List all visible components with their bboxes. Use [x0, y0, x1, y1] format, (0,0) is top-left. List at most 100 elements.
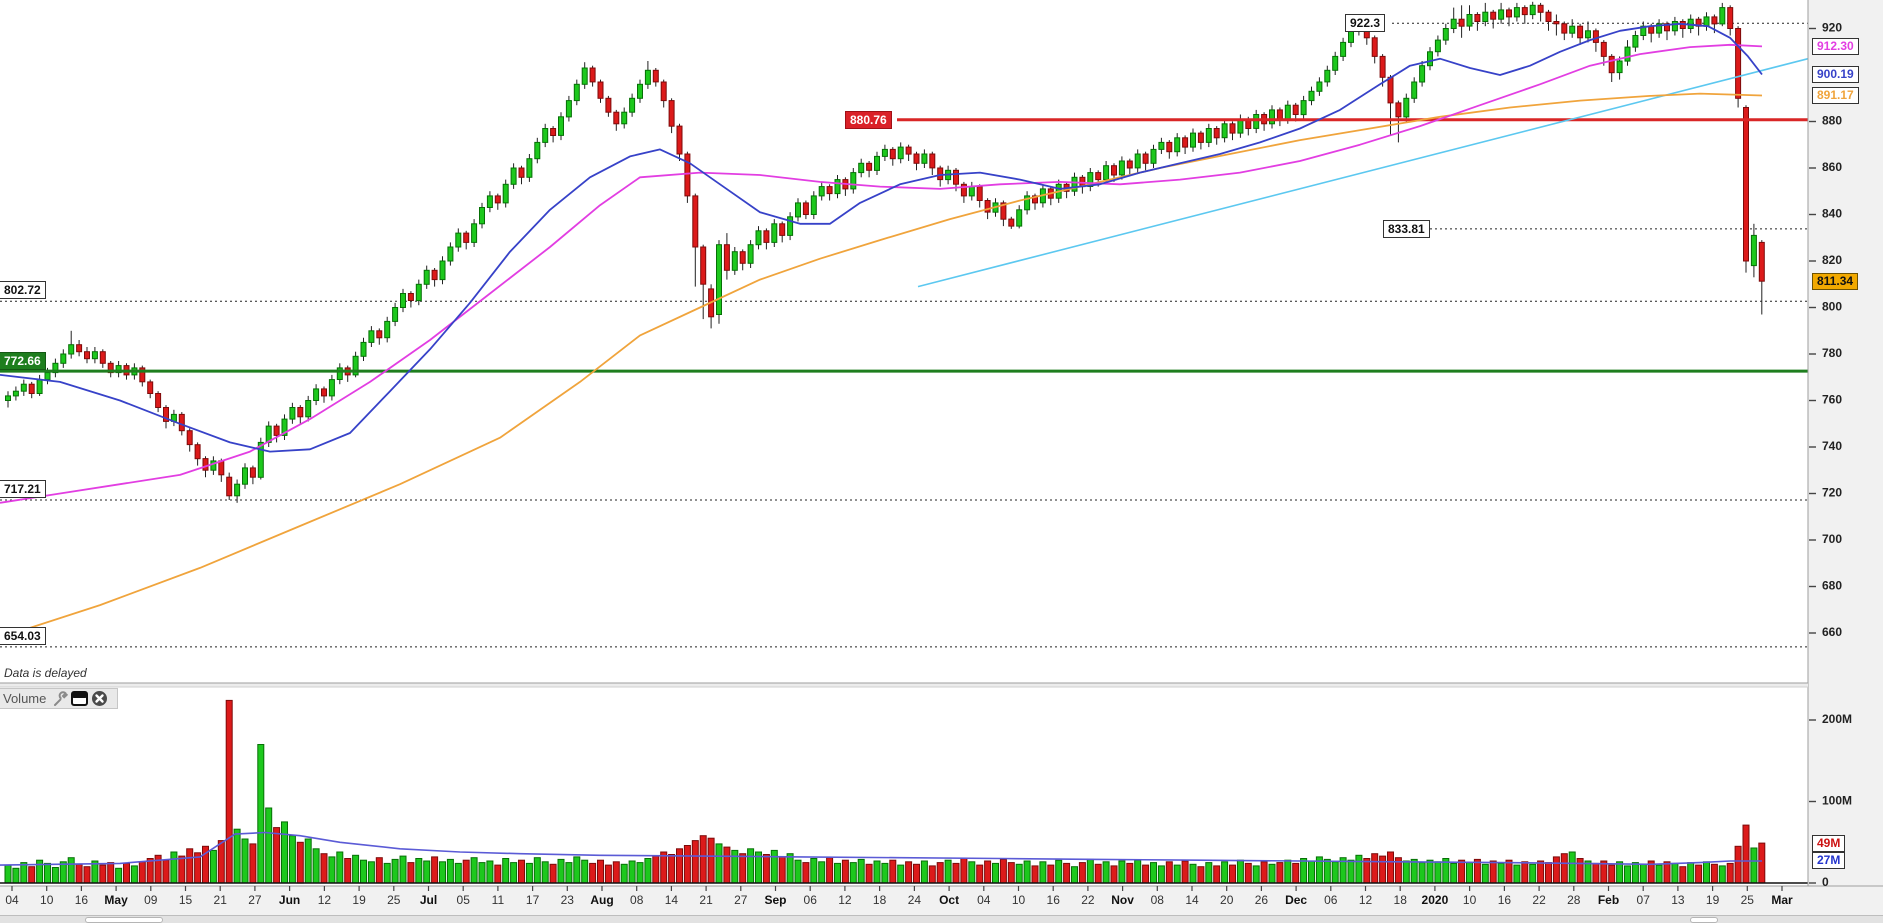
volume-bar: [1007, 862, 1015, 884]
candle-body: [597, 81, 604, 99]
ma-20-line: [0, 22, 1763, 453]
level-label-772.66[interactable]: 772.66: [0, 352, 46, 371]
price-tick-label-700: 700: [1822, 532, 1842, 546]
candle-body: [747, 244, 754, 264]
volume-bar: [225, 699, 233, 884]
candle-body: [874, 155, 880, 171]
candle-body: [1237, 118, 1244, 134]
candle-body: [423, 269, 430, 285]
candle-body: [644, 69, 651, 85]
volume-bar: [723, 846, 731, 884]
volume-bar: [1086, 858, 1094, 884]
volume-bar: [1379, 855, 1387, 884]
candle-body: [479, 207, 485, 225]
x-tick-label-19: 19: [1706, 893, 1720, 907]
x-tick-label-04: 04: [977, 893, 991, 907]
candle-body: [692, 195, 699, 248]
candle-body: [1545, 11, 1552, 22]
volume-bar: [178, 855, 186, 884]
candle-body: [850, 172, 857, 190]
level-label-833.81[interactable]: 833.81: [1383, 219, 1430, 238]
level-label-922.3[interactable]: 922.3: [1345, 14, 1386, 33]
volume-bar: [1513, 864, 1521, 884]
volume-bar: [1276, 862, 1284, 884]
volume-bar: [431, 856, 439, 884]
volume-tick-label-0: 0: [1822, 875, 1829, 889]
volume-bar: [1481, 863, 1489, 884]
x-tick-label-13: 13: [1671, 893, 1685, 907]
level-label-717.21[interactable]: 717.21: [0, 479, 46, 498]
volume-bar: [439, 861, 446, 884]
candle-body: [36, 379, 43, 395]
candle-body: [1324, 69, 1331, 83]
volume-bar: [12, 867, 20, 884]
candle-body: [510, 167, 517, 185]
volume-ma-line: [0, 831, 1762, 866]
candle-body: [1284, 104, 1291, 120]
x-tick-label-Nov: Nov: [1111, 893, 1134, 907]
volume-bar: [857, 858, 865, 884]
volume-bar: [486, 860, 494, 884]
price-tick-label-920: 920: [1822, 21, 1842, 35]
candle-body: [913, 153, 920, 164]
volume-bar: [936, 862, 944, 884]
volume-bar: [1150, 862, 1157, 884]
volume-bar: [320, 853, 328, 884]
volume-bar: [668, 854, 676, 884]
candle-body: [1221, 123, 1228, 139]
volume-bar: [604, 864, 612, 884]
x-axis-strip[interactable]: [0, 886, 1883, 915]
volume-bar: [304, 838, 312, 884]
level-label-654.03[interactable]: 654.03: [0, 626, 46, 645]
volume-bar: [1157, 865, 1165, 884]
candle-body: [881, 148, 888, 157]
volume-bar: [36, 859, 44, 884]
x-tick-label-28: 28: [1567, 893, 1581, 907]
volume-bar: [1758, 842, 1766, 884]
volume-bar: [344, 858, 352, 884]
candle-body: [1387, 76, 1394, 104]
volume-bar: [652, 855, 660, 884]
x-tick-label-06: 06: [1324, 893, 1338, 907]
candle-body: [984, 200, 991, 213]
price-plot-area[interactable]: [0, 0, 1808, 683]
volume-bar: [1063, 862, 1071, 884]
x-tick-label-08: 08: [1151, 893, 1165, 907]
candle-body: [1205, 128, 1212, 143]
level-label-802.72[interactable]: 802.72: [0, 281, 46, 300]
volume-bar: [762, 854, 770, 884]
volume-bar: [1142, 864, 1150, 884]
x-tick-label-14: 14: [665, 893, 679, 907]
candle-body: [518, 167, 525, 178]
volume-bar: [1742, 824, 1750, 884]
candle-body: [1308, 90, 1315, 102]
volume-bar: [162, 859, 170, 884]
candle-body: [1537, 4, 1544, 13]
candle-body: [1395, 102, 1402, 118]
x-tick-label-21: 21: [699, 893, 713, 907]
candle-body: [1466, 14, 1473, 27]
volume-bar: [1624, 865, 1631, 884]
panel-separator: [0, 683, 1808, 687]
candle-body: [321, 388, 327, 397]
last-price-tag: 811.34: [1812, 272, 1859, 290]
candle-body: [415, 283, 422, 302]
candle-body: [1608, 55, 1615, 74]
level-label-880.76[interactable]: 880.76: [845, 110, 892, 129]
candle-body: [739, 251, 746, 264]
price-tick-label-720: 720: [1822, 486, 1842, 500]
volume-bar: [1710, 863, 1718, 884]
candle-body: [68, 344, 75, 355]
candle-body: [76, 344, 83, 353]
x-tick-label-12: 12: [318, 893, 332, 907]
candle-body: [60, 353, 67, 364]
candle-body: [400, 293, 406, 308]
volume-bar: [1244, 862, 1252, 884]
candle-body: [1719, 7, 1726, 25]
x-tick-label-24: 24: [908, 893, 922, 907]
volume-bar: [1655, 864, 1663, 884]
price-axis-gutter[interactable]: [1808, 0, 1883, 915]
candle-body: [139, 367, 146, 383]
